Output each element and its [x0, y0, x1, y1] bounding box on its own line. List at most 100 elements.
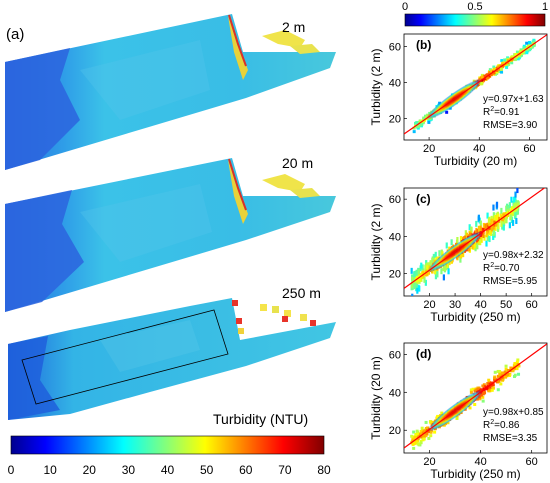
density-tick-label: 0.5: [467, 1, 482, 13]
scatter-point: [450, 239, 453, 246]
scatter-point: [412, 446, 416, 450]
y-tick-label: 20: [389, 113, 401, 125]
scatter-point: [500, 70, 504, 74]
scatter-point: [470, 226, 473, 233]
y-tick-label: 20: [389, 425, 401, 437]
scatter-point: [477, 239, 480, 246]
scatter-point: [411, 276, 414, 283]
scatter-point: [532, 39, 536, 43]
scatter-point: [507, 62, 511, 66]
scatter-point: [415, 121, 419, 125]
scatter-point: [486, 235, 489, 242]
scatter-point: [505, 217, 508, 224]
scatter-point: [497, 67, 501, 71]
scatter-point: [513, 203, 517, 210]
scatter-point: [514, 196, 517, 203]
scatter-point: [499, 382, 503, 386]
scatter-point: [471, 387, 475, 391]
scatter-point: [522, 46, 526, 50]
scatter-point: [520, 51, 524, 55]
panel-a-label: (a): [6, 26, 24, 43]
scatter-point: [495, 215, 498, 222]
scatter-point: [411, 293, 414, 296]
rmse: RMSE=5.95: [483, 276, 538, 287]
scatter-point: [440, 411, 444, 415]
panel-label: (b): [416, 38, 431, 52]
scatter-point: [488, 385, 492, 389]
scatter-point: [485, 240, 488, 247]
scatter-point: [514, 211, 517, 218]
map-250m-label: 250 m: [282, 285, 321, 301]
x-tick-label: 20: [423, 143, 435, 155]
scatter-point: [513, 57, 517, 61]
scatter-point: [410, 282, 413, 289]
scatter-point: [431, 257, 434, 264]
scatter-point: [527, 40, 531, 44]
scatter-point: [486, 382, 490, 386]
scatter-point: [520, 53, 524, 57]
scatter-point: [506, 372, 510, 376]
panel-label: (d): [416, 347, 431, 361]
scatter-point: [462, 251, 465, 258]
scatter-point: [510, 61, 514, 65]
scatter-point: [510, 55, 514, 59]
scatter-point: [415, 432, 419, 436]
r-squared: R2=0.70: [483, 262, 520, 274]
scatter-point: [490, 218, 493, 225]
scatter-point: [422, 116, 426, 120]
scatter-point: [416, 435, 420, 439]
x-axis-label: Turbidity (250 m): [430, 467, 520, 481]
scatter-point: [475, 220, 478, 227]
x-tick-label: 60: [526, 299, 538, 311]
scatter-point: [469, 390, 473, 394]
scatter-points: [404, 343, 547, 450]
scatter-point: [475, 227, 478, 234]
scatter-point: [420, 426, 424, 430]
scatter-point: [490, 225, 494, 232]
scatter-point: [488, 389, 492, 393]
scatter-point: [416, 124, 420, 128]
scatter-point: [517, 56, 521, 60]
scatter-point: [497, 379, 501, 383]
scatter-point: [505, 209, 509, 216]
scatter-point: [416, 287, 419, 294]
scatter-point: [459, 236, 463, 243]
scatter-point: [479, 388, 483, 392]
scatter-point: [435, 415, 439, 419]
scatter-point: [415, 440, 419, 444]
scatter-point: [511, 219, 515, 226]
scatter-point: [424, 420, 428, 424]
scatter-point: [504, 364, 508, 368]
turbidity-colorbar-ticks: 0 10 20 30 40 50 60 70 80: [8, 463, 331, 477]
scatter-point: [421, 264, 424, 271]
scatter-point: [424, 279, 427, 286]
scatter-point: [411, 435, 415, 439]
scatter-point: [424, 431, 428, 435]
scatter-point: [497, 65, 501, 69]
scatter-point: [510, 217, 513, 224]
scatter-point: [477, 225, 481, 232]
scatter-point: [412, 442, 416, 446]
scatter-point: [433, 430, 437, 434]
scatter-point: [514, 364, 518, 368]
scatter-point: [510, 213, 513, 220]
scatter-point: [484, 223, 487, 230]
scatter-point: [495, 380, 499, 384]
scatter-point: [419, 441, 423, 445]
scatter-point: [414, 271, 417, 278]
scatter-point: [492, 223, 495, 230]
scatter-point: [493, 370, 497, 374]
scatter-point: [503, 370, 507, 374]
scatter-point: [468, 224, 471, 231]
scatter-point: [495, 68, 499, 72]
map-2m-label: 2 m: [282, 19, 305, 35]
scatter-point: [488, 71, 492, 75]
scatter-point: [434, 251, 437, 258]
scatter-point: [508, 222, 511, 229]
scatter-point: [496, 388, 500, 392]
scatter-point: [505, 65, 509, 69]
scatter-point: [478, 397, 482, 401]
scatter-point: [503, 58, 507, 62]
scatter-point: [505, 205, 508, 212]
scatter-point: [494, 220, 498, 227]
